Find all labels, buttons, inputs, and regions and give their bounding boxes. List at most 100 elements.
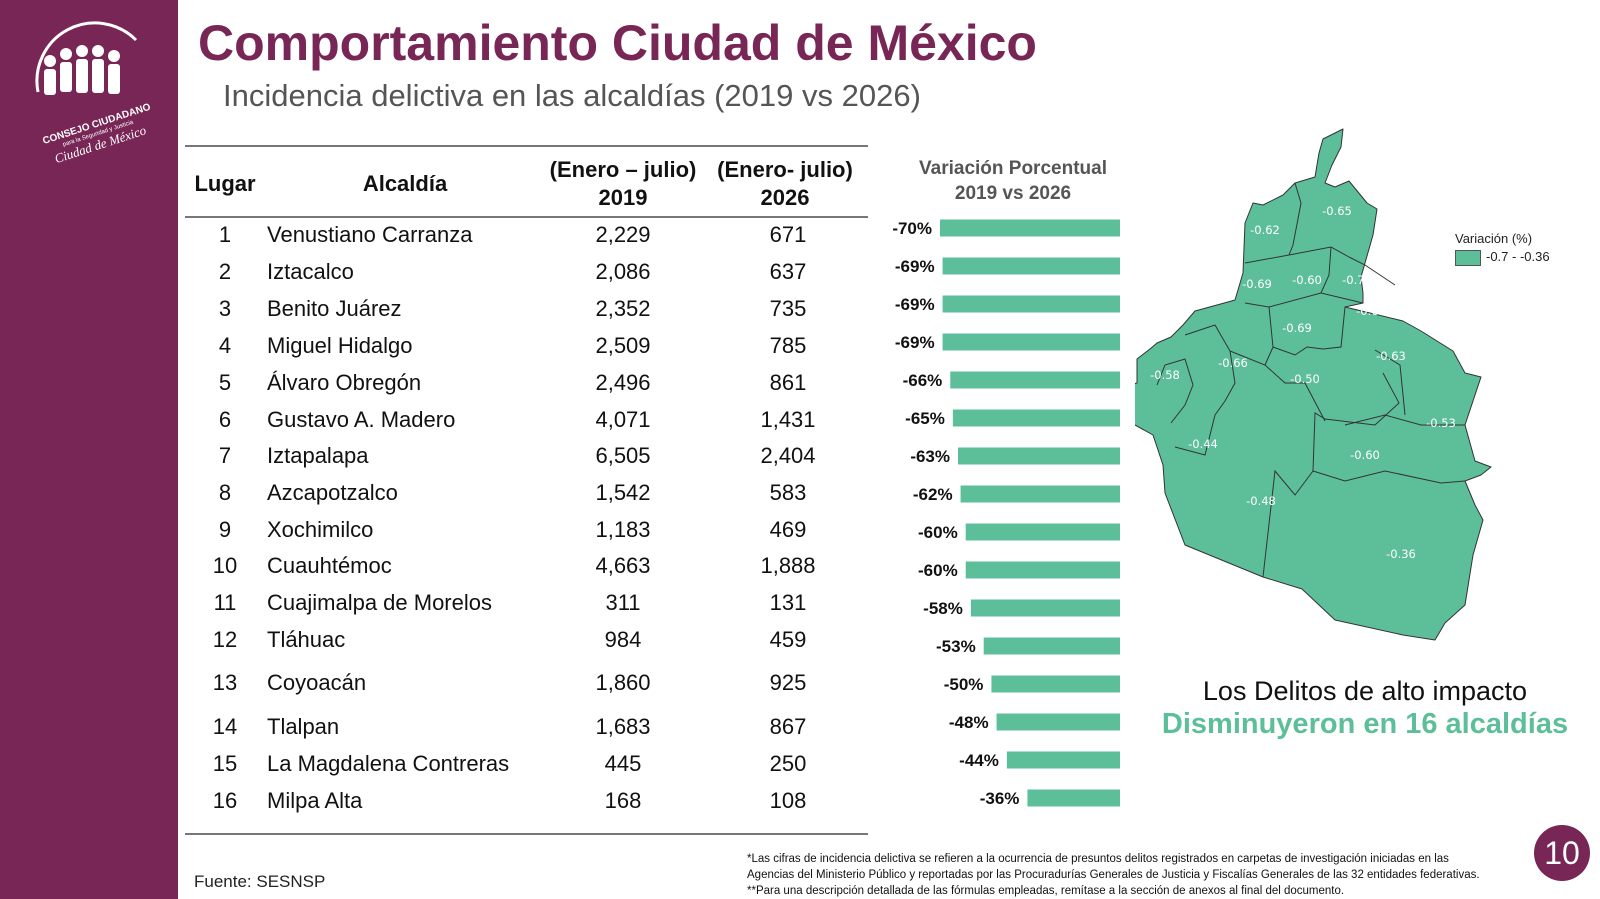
alcaldia-cell: Xochimilco xyxy=(267,517,374,542)
value-2026-cell: 108 xyxy=(769,788,807,813)
variation-bar-label: -60% xyxy=(918,561,958,580)
map-value-label: -0.62 xyxy=(1250,223,1280,237)
alcaldia-cell: Miguel Hidalgo xyxy=(267,333,413,358)
footnote-line: Agencias del Ministerio Público y report… xyxy=(747,869,1480,881)
page-title: Comportamiento Ciudad de México xyxy=(198,15,1037,71)
value-2026-cell: 469 xyxy=(769,517,807,542)
variation-bar xyxy=(952,409,1120,427)
variation-bar xyxy=(996,713,1120,731)
map-value-label: -0.65 xyxy=(1322,204,1352,218)
variation-bar xyxy=(940,219,1120,237)
alcaldia-cell: Tláhuac xyxy=(267,627,346,652)
variation-bar-label: -70% xyxy=(892,219,932,238)
rank-cell: 10 xyxy=(212,553,238,578)
legend-swatch xyxy=(1455,249,1481,266)
map-value-label: -0.69 xyxy=(1282,321,1312,335)
value-2019-cell: 2,496 xyxy=(595,370,651,395)
header-2026-year: 2026 xyxy=(760,185,810,210)
map-value-label: -0.44 xyxy=(1188,437,1218,451)
rank-cell: 2 xyxy=(218,259,232,284)
value-2026-cell: 925 xyxy=(769,670,807,695)
chart-title-line1: Variación Porcentual xyxy=(919,158,1107,179)
variation-bar xyxy=(942,333,1120,351)
value-2026-cell: 459 xyxy=(769,627,807,652)
value-2026-cell: 1,888 xyxy=(760,553,816,578)
variation-bar-label: -65% xyxy=(905,409,945,428)
map-value-label: -0.50 xyxy=(1290,372,1320,386)
value-2019-cell: 6,505 xyxy=(595,443,651,468)
variation-bar xyxy=(1027,789,1120,807)
value-2019-cell: 2,086 xyxy=(595,259,651,284)
footnotes: *Las cifras de incidencia delictiva se r… xyxy=(747,851,1522,899)
rank-cell: 6 xyxy=(218,407,232,432)
value-2019-cell: 2,352 xyxy=(595,296,651,321)
rank-cell: 4 xyxy=(218,333,232,358)
alcaldia-cell: Coyoacán xyxy=(267,670,367,695)
rank-cell: 5 xyxy=(218,370,232,395)
map-value-label: -0.58 xyxy=(1150,368,1180,382)
cdmx-choropleth-map: -0.65 -0.62 -0.69 -0.60 -0.70 -0.69 -0.69 -0.66… xyxy=(1135,128,1492,641)
value-2026-cell: 2,404 xyxy=(760,443,816,468)
footnote-line: *Las cifras de incidencia delictiva se r… xyxy=(747,853,1449,865)
value-2019-cell: 2,509 xyxy=(595,333,651,358)
chart-title: Variación Porcentual 2019 vs 2026 xyxy=(898,156,1128,206)
consejo-ciudadano-logo: CONSEJO CIUDADANO para la Seguridad y Ju… xyxy=(35,21,152,164)
value-2019-cell: 4,071 xyxy=(595,407,651,432)
value-2026-cell: 131 xyxy=(769,590,807,615)
variation-bar xyxy=(991,675,1120,693)
map-legend: Variación (%) -0.7 - -0.36 xyxy=(1455,231,1550,266)
rank-cell: 15 xyxy=(212,751,238,776)
value-2026-cell: 785 xyxy=(769,333,807,358)
rank-cell: 8 xyxy=(218,480,232,505)
map-value-label: -0.66 xyxy=(1218,356,1248,370)
map-value-label: -0.63 xyxy=(1376,349,1406,363)
alcaldia-cell: La Magdalena Contreras xyxy=(267,751,510,776)
legend-title: Variación (%) xyxy=(1455,231,1533,246)
value-2026-cell: 637 xyxy=(769,259,807,284)
rank-cell: 11 xyxy=(213,590,237,615)
variation-bar-label: -69% xyxy=(895,257,935,276)
value-2019-cell: 1,183 xyxy=(595,517,651,542)
alcaldia-cell: Cuajimalpa de Morelos xyxy=(267,590,492,615)
map-value-label: -0.70 xyxy=(1342,273,1372,287)
value-2019-cell: 2,229 xyxy=(595,222,651,247)
map-value-label: -0.60 xyxy=(1350,448,1380,462)
value-2019-cell: 445 xyxy=(604,751,642,776)
value-2019-cell: 1,683 xyxy=(595,714,651,739)
map-outline xyxy=(1135,128,1492,641)
sidebar-band: CONSEJO CIUDADANO para la Seguridad y Ju… xyxy=(0,0,178,899)
value-2019-cell: 984 xyxy=(604,627,642,652)
variation-bar xyxy=(970,599,1120,617)
source-note: Fuente: SESNSP xyxy=(194,872,326,891)
value-2026-cell: 250 xyxy=(769,751,807,776)
variation-bar-label: -66% xyxy=(903,371,943,390)
rank-cell: 16 xyxy=(212,788,238,813)
rank-cell: 1 xyxy=(218,222,232,247)
value-2019-cell: 168 xyxy=(604,788,642,813)
variation-bar xyxy=(950,371,1120,389)
value-2026-cell: 671 xyxy=(769,222,807,247)
alcaldia-cell: Iztapalapa xyxy=(267,443,369,468)
header-2026: (Enero- julio) 2026 xyxy=(705,156,865,212)
map-value-label: -0.48 xyxy=(1246,494,1276,508)
alcaldia-cell: Álvaro Obregón xyxy=(267,370,422,395)
header-2026-period: (Enero- julio) xyxy=(717,157,853,182)
value-2026-cell: 735 xyxy=(769,296,807,321)
rank-cell: 7 xyxy=(218,443,232,468)
map-value-label: -0.60 xyxy=(1292,273,1322,287)
alcaldia-cell: Milpa Alta xyxy=(267,788,363,813)
header-2019: (Enero – julio) 2019 xyxy=(538,156,708,212)
value-2026-cell: 1,431 xyxy=(760,407,816,432)
page-number: 10 xyxy=(1534,825,1590,881)
variation-bar-label: -60% xyxy=(918,523,958,542)
value-2026-cell: 583 xyxy=(769,480,807,505)
variation-bar-label: -53% xyxy=(936,637,976,656)
map-value-label: -0.36 xyxy=(1386,547,1416,561)
map-value-label: -0.69 xyxy=(1242,277,1272,291)
variation-bar-label: -58% xyxy=(923,599,963,618)
variation-bar-label: -44% xyxy=(959,751,999,770)
variation-bar-label: -48% xyxy=(949,713,989,732)
rank-cell: 14 xyxy=(212,714,238,739)
map-value-label: -0.69 xyxy=(1356,304,1386,318)
rank-cell: 13 xyxy=(212,670,238,695)
